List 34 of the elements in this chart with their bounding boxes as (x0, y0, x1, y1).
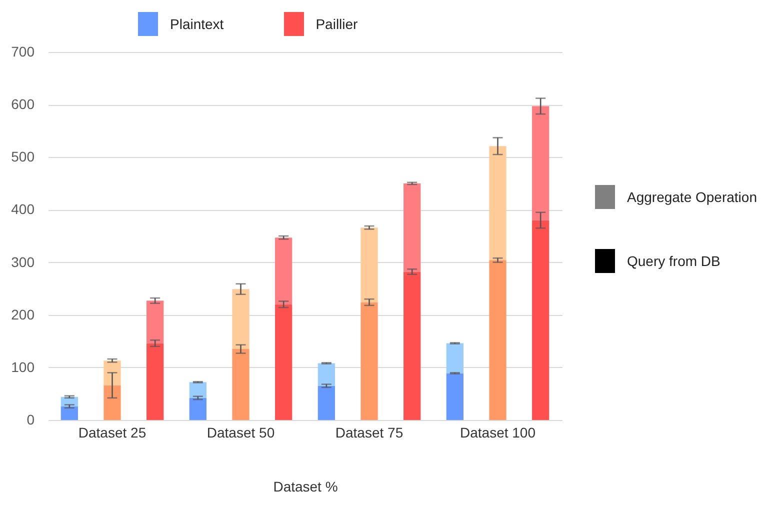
bar (446, 343, 464, 374)
text: Query from DB (627, 253, 720, 269)
y-tick-label: 0 (26, 412, 35, 428)
bar (404, 272, 421, 420)
bar (489, 146, 506, 260)
text: Aggregate Operation (627, 189, 757, 205)
bar (275, 304, 292, 420)
x-axis-title: Dataset % (273, 478, 338, 494)
x-tick-label: Dataset 100 (460, 424, 536, 440)
y-tick-label: 500 (11, 148, 35, 165)
text: Plaintext (170, 16, 224, 32)
bar (446, 373, 464, 420)
x-tick-label: Dataset 25 (78, 424, 146, 440)
bar (532, 106, 550, 220)
bar (232, 289, 250, 350)
y-tick-label: 100 (11, 358, 35, 375)
bar (360, 302, 378, 420)
bar (60, 406, 78, 420)
bar (189, 398, 206, 420)
y-tick-label: 600 (11, 96, 35, 112)
bar (146, 343, 164, 420)
bar (532, 220, 550, 420)
x-tick-label: Dataset 50 (206, 424, 275, 440)
y-tick-label: 200 (11, 306, 35, 322)
y-tick-label: 300 (11, 254, 35, 270)
bar (104, 385, 121, 420)
y-tick-label: 700 (11, 44, 35, 60)
text: Paillier (316, 16, 358, 32)
bar (232, 349, 250, 420)
x-tick-label: Dataset 75 (335, 424, 404, 440)
y-tick-label: 400 (11, 201, 35, 218)
bar (318, 386, 335, 420)
bar (146, 300, 164, 344)
bar (404, 183, 421, 272)
